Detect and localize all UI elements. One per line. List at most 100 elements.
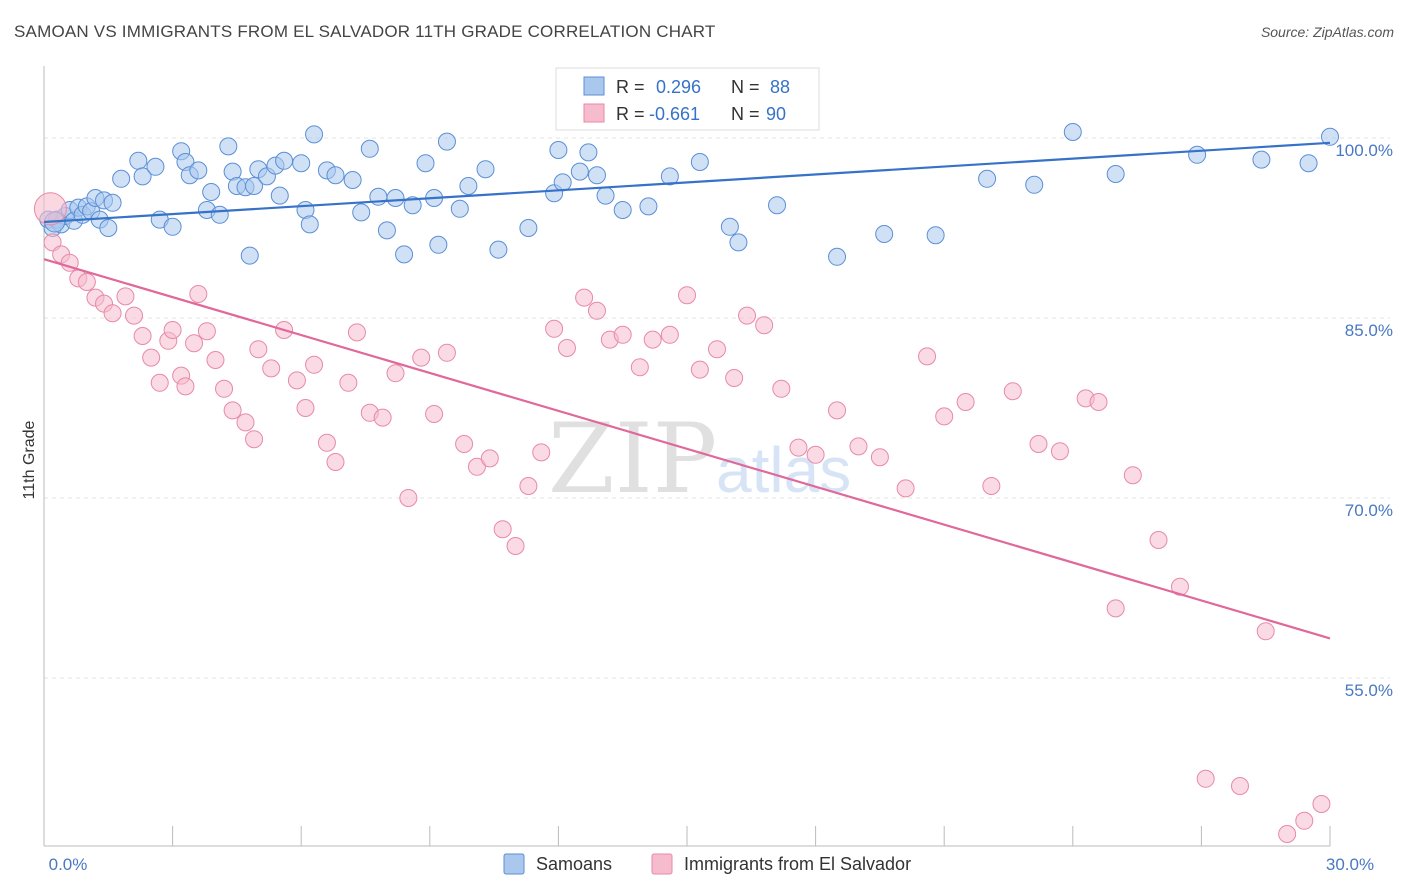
samoan-point-87 [1321,127,1339,146]
el-salvador-point-18 [189,285,208,303]
trend-lines [43,141,1331,640]
series-legend: Samoans Immigrants from El Salvador [503,853,911,875]
samoan-point-52 [395,245,414,264]
samoan-point-53 [403,196,422,215]
samoan-point-15 [103,193,122,212]
x-tick-label-1: 30.0% [1326,855,1374,874]
el-salvador-point-43 [467,457,486,476]
el-salvador-point-50 [557,339,576,357]
samoan-point-42 [300,215,319,234]
el-salvador-point-4 [77,273,96,291]
el-salvador-point-85 [1256,622,1275,641]
legend-el-salvador-label: Immigrants from El Salvador [684,854,911,874]
el-salvador-point-44 [480,449,499,468]
samoan-point-85 [1252,150,1271,169]
el-salvador-point-84 [1230,777,1249,795]
el-salvador-point-39 [412,348,431,367]
el-salvador-point-28 [287,371,306,390]
legend-n-label-2: N = [731,104,760,124]
el-salvador-trend-line [43,258,1331,640]
el-salvador-point-9 [125,306,144,325]
legend-samoans-label: Samoans [536,854,612,874]
el-salvador-point-49 [545,319,564,338]
x-tick-labels: 0.0% 30.0% [49,855,1374,874]
samoan-point-19 [146,157,165,176]
samoan-point-45 [326,166,345,185]
el-salvador-point-33 [339,373,358,392]
el-salvador-point-31 [317,433,336,452]
el-salvador-point-81 [1149,531,1168,549]
el-salvador-point-80 [1123,466,1142,485]
legend-r-value-1: 0.296 [656,77,701,97]
watermark-zip: ZIP [548,403,717,515]
el-salvador-point-29 [296,399,315,417]
el-salvador-point-76 [1029,435,1048,453]
series-samoans [39,123,1339,266]
el-salvador-point-40 [425,405,444,423]
samoan-point-38 [270,186,289,205]
legend-r-label-2: R = [616,104,645,124]
el-salvador-point-69 [870,448,889,467]
samoan-point-59 [459,177,478,195]
el-salvador-point-14 [163,321,182,339]
legend-n-value-1: 88 [770,77,790,97]
el-salvador-point-79 [1106,599,1125,618]
axes [43,66,1331,847]
el-salvador-point-25 [249,340,268,359]
samoan-point-84 [1188,145,1207,164]
samoan-point-65 [553,173,572,192]
el-salvador-point-21 [215,379,234,398]
samoan-point-83 [1106,165,1125,183]
y-tick-label-1: 85.0% [1345,321,1393,340]
samoan-point-34 [245,177,264,195]
samoan-point-74 [720,217,739,236]
samoan-point-81 [1025,175,1044,194]
el-salvador-point-10 [133,327,152,345]
el-salvador-point-30 [305,355,324,374]
el-salvador-point-34 [347,323,366,342]
legend-swatch-pink [583,103,605,123]
legend-swatch-blue [583,76,605,96]
el-salvador-point-56 [643,330,662,349]
el-salvador-point-89 [1089,393,1108,411]
samoan-point-60 [476,160,495,179]
el-salvador-point-46 [506,537,525,555]
el-salvador-point-59 [690,360,709,379]
el-salvador-point-37 [386,364,405,383]
el-salvador-point-51 [575,288,594,307]
chart-title: SAMOAN VS IMMIGRANTS FROM EL SALVADOR 11… [14,22,716,41]
y-tick-label-2: 70.0% [1345,501,1393,520]
el-salvador-point-24 [245,430,264,449]
el-salvador-point-17 [185,334,204,353]
samoan-point-56 [429,235,448,254]
el-salvador-point-77 [1050,442,1069,461]
samoan-point-39 [275,151,294,170]
el-salvador-point-87 [1295,811,1314,830]
y-tick-label-0: 100.0% [1335,141,1393,160]
legend-el-salvador-swatch [651,853,673,875]
el-salvador-point-57 [660,325,679,344]
el-salvador-point-88 [1312,795,1331,813]
el-salvador-point-62 [738,306,757,325]
el-salvador-point-66 [806,445,825,464]
samoan-point-57 [437,132,456,151]
samoan-point-79 [926,226,945,245]
el-salvador-point-70 [896,479,915,498]
el-salvador-point-45 [493,520,512,539]
el-salvador-point-68 [849,437,868,456]
el-salvador-point-67 [828,401,847,420]
samoan-point-58 [450,199,469,218]
el-salvador-point-42 [455,435,474,453]
samoan-point-62 [519,219,538,237]
samoan-point-16 [112,169,131,188]
el-salvador-point-55 [630,358,649,377]
el-salvador-point-65 [789,438,808,457]
el-salvador-cluster-point [33,192,67,226]
samoan-point-86 [1299,154,1318,173]
samoan-point-75 [729,233,748,252]
el-salvador-point-64 [772,379,791,398]
el-salvador-point-38 [399,489,418,507]
samoan-point-28 [210,205,229,224]
el-salvador-point-19 [197,322,216,341]
samoan-trend-line [43,141,1331,224]
